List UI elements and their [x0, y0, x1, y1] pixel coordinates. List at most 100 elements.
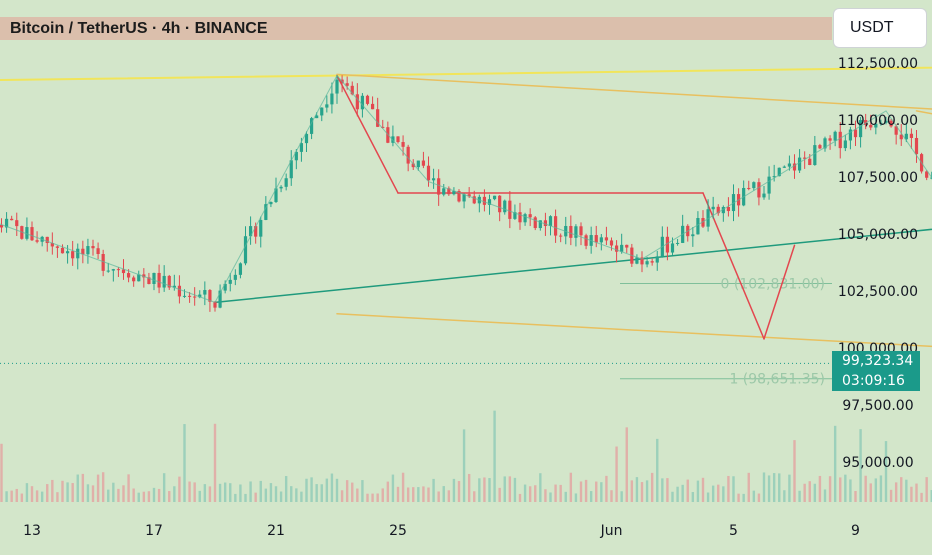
candle-body [498, 196, 501, 213]
fib-level-label: 0 (102,831.00) [721, 276, 825, 292]
volume-bar [412, 487, 414, 502]
candle-body [767, 177, 770, 194]
time-tick-label: 17 [145, 523, 163, 539]
candle-body [595, 235, 598, 242]
volume-bar [229, 483, 231, 502]
candle-body [325, 104, 328, 107]
candle-body [523, 214, 526, 222]
volume-bar [112, 483, 114, 502]
volume-bar [87, 484, 89, 502]
candle-body [651, 261, 654, 262]
volume-bar [234, 494, 236, 502]
volume-bar [366, 494, 368, 502]
volume-bar [819, 476, 821, 502]
candle-body [66, 251, 69, 253]
volume-bar [641, 482, 643, 502]
volume-bar [265, 489, 267, 502]
volume-bar [814, 484, 816, 502]
time-tick-label: 21 [267, 523, 285, 539]
candle-body [503, 201, 506, 213]
candle-body [112, 269, 115, 270]
volume-bar [66, 482, 68, 502]
volume-bar [707, 493, 709, 502]
volume-bar [153, 488, 155, 502]
candle-body [813, 145, 816, 165]
candle-body [676, 243, 679, 244]
volume-bar [249, 481, 251, 502]
volume-bar [453, 479, 455, 502]
candle-body [279, 187, 282, 189]
volume-bar [163, 473, 165, 502]
volume-bar [661, 478, 663, 502]
price-tick-label: 105,000.00 [838, 227, 918, 243]
volume-bar [575, 493, 577, 502]
candle-body [798, 158, 801, 171]
volume-bar [219, 484, 221, 502]
volume-bar [620, 491, 622, 502]
candle-body [396, 136, 399, 142]
volume-bar [687, 480, 689, 502]
volume-bar [671, 492, 673, 502]
volume-bar [41, 492, 43, 502]
volume-bar [895, 482, 897, 502]
volume-bar [885, 441, 887, 502]
price-axis[interactable]: 112,500.00110,000.00107,500.00105,000.00… [838, 56, 918, 471]
volume-bar [514, 478, 516, 502]
currency-button[interactable]: USDT [833, 8, 927, 48]
price-tick-label: 112,500.00 [838, 56, 918, 72]
volume-bar [346, 480, 348, 502]
volume-bar [143, 492, 145, 502]
candle-body [422, 161, 425, 166]
volume-bar [0, 444, 2, 502]
candle-body [107, 271, 110, 272]
candle-body [645, 261, 648, 264]
volume-bar [138, 493, 140, 502]
volume-bar [356, 489, 358, 502]
candle-body [427, 166, 430, 181]
volume-bar [36, 490, 38, 502]
volume-bar [422, 486, 424, 502]
candle-body [559, 236, 562, 237]
candle-body [76, 249, 79, 259]
volume-bar [600, 482, 602, 502]
volume-bar [326, 479, 328, 502]
volume-bar [168, 491, 170, 502]
candle-body [818, 145, 821, 148]
candle-body [757, 182, 760, 197]
volume-bar [178, 477, 180, 502]
candle-body [752, 182, 755, 188]
candle-body [605, 237, 608, 240]
volume-bar [595, 482, 597, 502]
volume-bar [890, 490, 892, 502]
price-tick-label: 102,500.00 [838, 284, 918, 300]
volume-bar [880, 475, 882, 502]
time-axis[interactable]: 13172125Jun5913172125Jul5 [23, 523, 932, 539]
candle-body [203, 290, 206, 295]
volume-bar [361, 480, 363, 502]
volume-bar [254, 493, 256, 502]
volume-bar [610, 490, 612, 502]
volume-bar [204, 484, 206, 502]
volume-bar [844, 475, 846, 502]
candle-body [437, 178, 440, 194]
volume-bar [493, 411, 495, 502]
candle-body [132, 278, 135, 282]
candle-body [15, 220, 18, 226]
volume-bar [519, 494, 521, 502]
volume-bar [199, 491, 201, 502]
volume-bar [92, 485, 94, 502]
volume-bar [839, 477, 841, 502]
volume-bar [875, 478, 877, 502]
volume-bar [910, 487, 912, 502]
candle-body [269, 202, 272, 204]
price-tick-label: 107,500.00 [838, 170, 918, 186]
volume-bar [300, 492, 302, 502]
volume-bar [392, 475, 394, 502]
candle-body [493, 196, 496, 199]
volume-bar [214, 424, 216, 502]
candle-body [483, 197, 486, 205]
volume-bar [173, 486, 175, 502]
volume-bar [77, 475, 79, 502]
fib-retracement[interactable]: 0 (102,831.00)1 (98,651.35) [620, 276, 832, 387]
